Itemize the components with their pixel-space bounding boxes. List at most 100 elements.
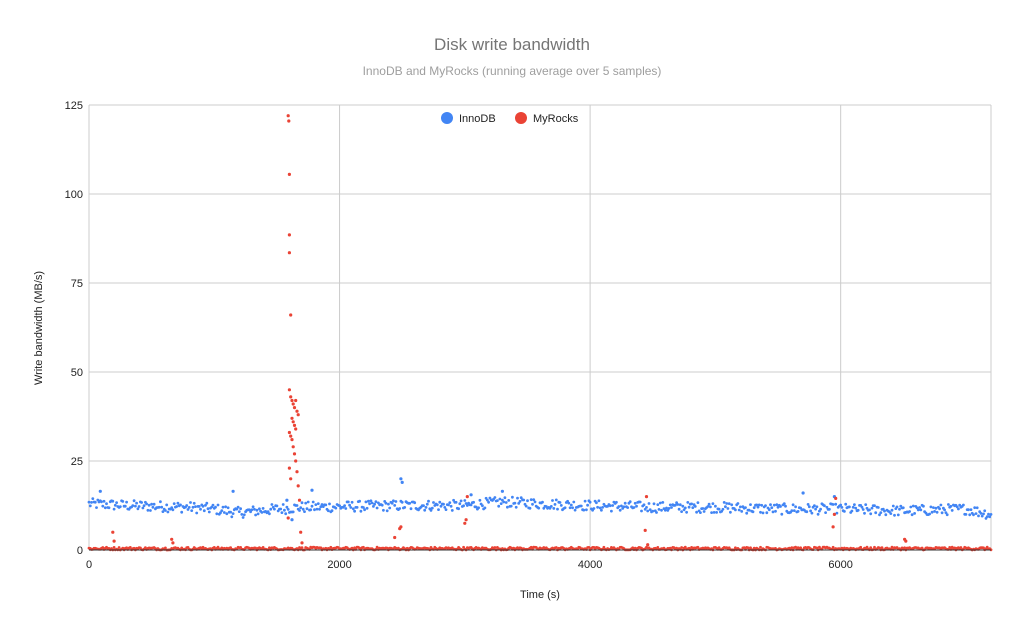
- point-innodb: [977, 514, 980, 518]
- point-innodb: [815, 505, 819, 509]
- point-innodb: [677, 507, 681, 511]
- point-innodb: [503, 496, 507, 500]
- point-innodb: [756, 505, 760, 509]
- point-myrocks: [289, 313, 293, 317]
- point-innodb: [633, 501, 637, 505]
- point-innodb: [979, 512, 983, 515]
- point-innodb: [214, 505, 217, 509]
- point-innodb: [810, 511, 814, 515]
- point-innodb: [216, 503, 220, 507]
- point-innodb: [448, 501, 452, 504]
- point-innodb: [850, 509, 854, 513]
- point-innodb: [945, 513, 949, 517]
- point-innodb: [185, 504, 189, 507]
- point-innodb: [876, 506, 880, 509]
- point-innodb: [929, 505, 933, 509]
- point-innodb: [242, 513, 246, 517]
- point-myrocks: [329, 545, 333, 549]
- point-innodb: [623, 501, 627, 505]
- point-innodb: [690, 502, 693, 506]
- x-tick-label: 4000: [578, 559, 602, 571]
- point-innodb: [172, 502, 176, 505]
- point-myrocks: [300, 546, 304, 549]
- point-innodb: [592, 507, 596, 510]
- point-innodb: [683, 506, 687, 510]
- point-innodb: [645, 506, 648, 509]
- point-innodb: [938, 507, 941, 511]
- point-innodb: [791, 503, 795, 507]
- point-innodb: [757, 503, 761, 507]
- gridlines: [88, 104, 992, 550]
- point-innodb: [618, 508, 622, 512]
- point-innodb: [392, 499, 395, 503]
- point-innodb: [646, 509, 650, 513]
- point-innodb: [531, 502, 534, 506]
- point-innodb: [843, 510, 846, 513]
- point-innodb: [933, 510, 936, 513]
- point-innodb: [916, 508, 920, 512]
- point-innodb: [279, 507, 283, 511]
- point-innodb: [483, 506, 487, 510]
- point-innodb: [300, 501, 304, 505]
- point-innodb: [427, 499, 430, 503]
- point-myrocks: [463, 521, 467, 525]
- point-innodb: [170, 506, 174, 510]
- point-innodb: [486, 498, 489, 502]
- point-innodb: [206, 507, 210, 511]
- point-myrocks: [296, 413, 300, 417]
- point-innodb: [215, 512, 219, 516]
- x-tick-label: 2000: [327, 559, 351, 571]
- point-myrocks: [831, 545, 835, 549]
- point-innodb: [528, 506, 532, 510]
- point-innodb: [343, 504, 346, 507]
- point-innodb: [316, 502, 320, 505]
- point-innodb: [782, 502, 786, 506]
- point-innodb: [673, 503, 677, 507]
- point-innodb: [522, 498, 526, 502]
- point-innodb: [780, 512, 784, 516]
- point-innodb: [939, 503, 943, 507]
- point-myrocks: [289, 395, 293, 399]
- point-innodb: [253, 507, 256, 511]
- point-innodb: [423, 508, 427, 512]
- point-innodb: [582, 508, 586, 512]
- point-innodb: [450, 509, 454, 512]
- point-innodb: [447, 503, 450, 507]
- point-innodb: [706, 505, 710, 508]
- point-innodb: [736, 502, 740, 505]
- point-innodb: [442, 502, 445, 506]
- point-myrocks: [903, 546, 906, 550]
- point-innodb: [195, 511, 199, 515]
- point-innodb: [552, 507, 556, 510]
- point-innodb: [730, 503, 734, 507]
- point-innodb: [270, 503, 274, 506]
- point-innodb: [298, 509, 301, 512]
- point-innodb: [439, 504, 443, 508]
- point-innodb: [647, 502, 651, 505]
- point-innodb: [258, 507, 261, 511]
- point-innodb: [224, 505, 228, 509]
- point-innodb: [668, 503, 672, 507]
- point-myrocks: [465, 495, 469, 499]
- point-innodb: [518, 500, 522, 503]
- point-innodb: [532, 498, 536, 501]
- point-innodb: [726, 507, 730, 510]
- point-innodb: [642, 503, 646, 507]
- point-innodb: [125, 500, 128, 504]
- point-innodb: [498, 497, 502, 501]
- point-innodb: [91, 497, 95, 500]
- point-innodb: [192, 501, 196, 505]
- point-innodb: [740, 510, 744, 513]
- point-innodb: [118, 505, 122, 508]
- point-innodb: [409, 507, 413, 511]
- point-myrocks: [890, 545, 894, 549]
- point-innodb: [115, 501, 118, 504]
- point-myrocks: [393, 535, 397, 540]
- point-innodb: [932, 506, 935, 509]
- point-innodb: [504, 501, 508, 504]
- point-innodb: [350, 500, 354, 504]
- point-innodb: [722, 501, 726, 504]
- innodb-series: [87, 477, 993, 522]
- point-innodb: [626, 506, 630, 509]
- point-innodb: [711, 502, 715, 505]
